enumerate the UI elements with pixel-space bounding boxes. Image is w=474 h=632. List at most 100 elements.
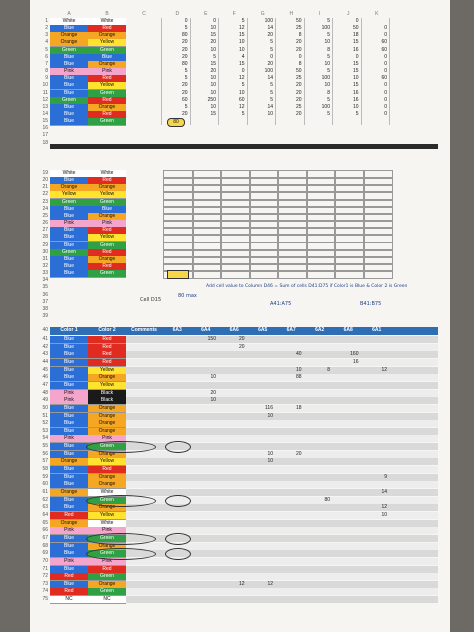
color1-cell: Pink: [50, 527, 88, 536]
value-cell: 0: [384, 89, 387, 96]
color2-cell: Orange: [88, 420, 126, 429]
grid-cell: [277, 170, 308, 180]
column-label: 6A3: [172, 327, 182, 333]
value-cell: 5: [184, 75, 188, 82]
value-cell: 12: [238, 75, 245, 82]
value-cell: 14: [381, 489, 387, 495]
row-number: 61: [42, 489, 48, 495]
color1-cell: Blue: [50, 343, 88, 352]
value-cell: 80: [181, 60, 188, 67]
value-cell: 60: [381, 46, 387, 53]
grid-cell: [277, 220, 308, 230]
row-number: 27: [42, 227, 48, 234]
grid-cell: [334, 220, 365, 230]
row-number: 53: [42, 427, 48, 434]
row-number: 60: [42, 481, 48, 488]
row-number: 3: [45, 32, 48, 39]
column-header: E: [204, 11, 208, 17]
row-number: 29: [42, 241, 48, 248]
grid-cell: [334, 191, 365, 201]
row-number: 8: [45, 68, 48, 75]
grid-cell: [248, 227, 279, 237]
value-cell: 10: [210, 103, 216, 110]
grid-cell: [277, 191, 308, 201]
value-cell: 8: [298, 60, 302, 67]
grid-cell: [248, 212, 279, 223]
grid-line: [275, 18, 276, 126]
value-cell: 10: [381, 511, 387, 518]
row-stripe: [126, 435, 438, 443]
value-cell: 40: [295, 351, 302, 358]
row-number: 35: [42, 284, 48, 291]
row-stripe: [126, 381, 438, 389]
color1-cell: Pink: [50, 397, 88, 406]
value-cell: 20: [181, 110, 188, 117]
grid-cell: [191, 234, 222, 244]
color2-cell: Orange: [88, 481, 126, 490]
color1-cell: Blue: [50, 565, 88, 574]
color2-cell: Pink: [88, 557, 126, 566]
color2-cell: NC: [88, 596, 126, 605]
grid-cell: [248, 248, 279, 258]
row-number: 44: [42, 358, 48, 365]
color1-cell: Blue: [50, 580, 88, 589]
grid-cell: [220, 212, 251, 223]
circle-annotation: [165, 548, 191, 561]
value-cell: 0: [355, 18, 359, 24]
row-number: 22: [42, 191, 48, 198]
row-number: 40: [42, 327, 48, 333]
value-cell: 15: [352, 68, 359, 75]
grid-cell: [163, 234, 194, 244]
grid-cell: [362, 241, 393, 251]
row-number: 1: [45, 18, 48, 24]
grid-cell: [305, 248, 336, 258]
value-cell: 20: [210, 389, 216, 396]
row-stripe: [126, 573, 438, 581]
row-number: 73: [42, 580, 48, 587]
column-header: C: [142, 11, 146, 17]
row-number: 24: [42, 205, 48, 212]
color2-cell: Yellow: [88, 458, 126, 467]
row-number: 43: [42, 351, 48, 358]
grid-cell: [220, 184, 251, 194]
row-stripe: [126, 542, 438, 550]
value-cell: 25: [295, 103, 302, 110]
value-cell: 10: [210, 374, 216, 381]
value-cell: 60: [381, 39, 387, 46]
grid-cell: [191, 170, 222, 180]
value-cell: 5: [184, 103, 188, 110]
grid-cell: [305, 241, 336, 251]
grid-cell: [248, 241, 279, 251]
color1-cell: Blue: [50, 496, 88, 505]
row-number: 5: [45, 46, 48, 53]
row-number: 25: [42, 212, 48, 219]
color2-cell: Orange: [88, 412, 126, 421]
value-cell: 10: [324, 60, 330, 67]
grid-cell: [163, 177, 194, 187]
value-cell: 0: [384, 53, 387, 60]
row-number: 18: [42, 139, 48, 146]
grid-cell: [248, 170, 279, 180]
row-stripe: [126, 420, 438, 428]
grid-cell: [191, 248, 222, 258]
value-cell: 5: [270, 82, 273, 89]
grid-cell: [191, 270, 222, 280]
grid-cell: [334, 270, 365, 280]
row-number: 15: [42, 118, 48, 125]
grid-cell: [362, 220, 393, 230]
grid-cell: [220, 220, 251, 230]
grid-cell: [163, 227, 194, 237]
row-stripe: [126, 374, 438, 382]
row-number: 13: [42, 103, 48, 110]
row-number: 6: [45, 53, 48, 60]
grid-cell: [305, 234, 336, 244]
value-cell: 10: [352, 75, 359, 82]
row-stripe: [126, 404, 438, 412]
circle-annotation: [165, 532, 191, 545]
grid-cell: [277, 262, 308, 273]
grid-cell: [191, 184, 222, 194]
value-cell: 250: [207, 96, 216, 103]
grid-cell: [334, 248, 365, 258]
row-number: 71: [42, 565, 48, 572]
value-cell: 5: [241, 110, 245, 117]
